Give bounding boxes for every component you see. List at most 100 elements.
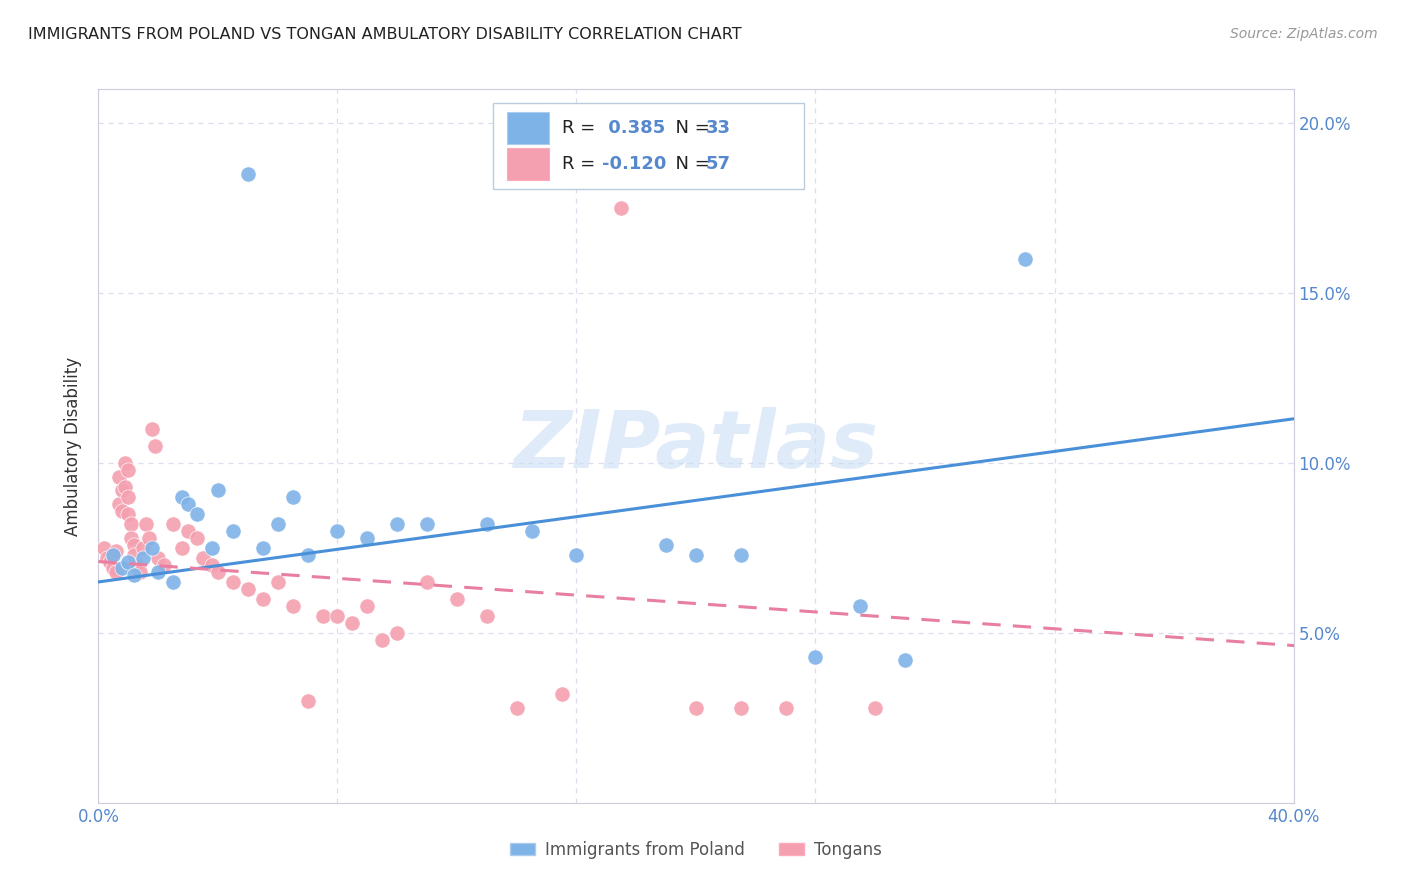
Text: -0.120: -0.120 <box>602 155 666 173</box>
Point <box>124 568 146 582</box>
Text: ZIPatlas: ZIPatlas <box>513 407 879 485</box>
Point <box>610 201 633 215</box>
Point <box>129 565 152 579</box>
Point <box>120 517 142 532</box>
Point <box>111 483 134 498</box>
Point <box>141 541 163 555</box>
Point <box>114 480 136 494</box>
Point <box>385 517 409 532</box>
Point <box>201 541 224 555</box>
Point <box>371 632 394 647</box>
Point <box>124 548 146 562</box>
FancyBboxPatch shape <box>508 148 548 180</box>
Point <box>252 541 274 555</box>
Point <box>730 700 752 714</box>
Point <box>475 517 498 532</box>
Point <box>550 687 572 701</box>
Point <box>685 700 707 714</box>
Point <box>148 565 170 579</box>
Point <box>385 626 409 640</box>
Point <box>191 551 214 566</box>
Point <box>117 507 139 521</box>
Point <box>775 700 797 714</box>
Point <box>207 565 229 579</box>
Point <box>655 537 678 551</box>
Point <box>143 439 166 453</box>
Point <box>117 463 139 477</box>
Text: R =: R = <box>562 120 602 137</box>
Point <box>105 544 128 558</box>
Point <box>111 503 134 517</box>
Point <box>177 524 200 538</box>
Point <box>117 490 139 504</box>
Point <box>148 551 170 566</box>
Text: N =: N = <box>664 120 716 137</box>
Point <box>326 608 349 623</box>
Point <box>108 497 131 511</box>
Point <box>342 615 364 630</box>
Point <box>446 591 468 606</box>
Point <box>894 653 917 667</box>
Point <box>236 582 259 596</box>
Text: IMMIGRANTS FROM POLAND VS TONGAN AMBULATORY DISABILITY CORRELATION CHART: IMMIGRANTS FROM POLAND VS TONGAN AMBULAT… <box>28 27 742 42</box>
Point <box>153 558 176 572</box>
Point <box>124 537 146 551</box>
Point <box>865 700 887 714</box>
Point <box>186 531 208 545</box>
Point <box>100 555 122 569</box>
Legend: Immigrants from Poland, Tongans: Immigrants from Poland, Tongans <box>503 835 889 866</box>
Point <box>177 497 200 511</box>
Point <box>172 541 194 555</box>
Point <box>108 469 131 483</box>
Point <box>132 551 155 566</box>
Point <box>685 548 707 562</box>
Text: 57: 57 <box>706 155 731 173</box>
FancyBboxPatch shape <box>494 103 804 189</box>
Point <box>186 507 208 521</box>
Point <box>120 531 142 545</box>
Point <box>730 548 752 562</box>
Point <box>201 558 224 572</box>
Point <box>162 574 184 589</box>
Point <box>416 517 439 532</box>
Point <box>103 548 125 562</box>
Point <box>520 524 543 538</box>
Point <box>103 561 125 575</box>
Point <box>849 599 872 613</box>
Y-axis label: Ambulatory Disability: Ambulatory Disability <box>65 357 83 535</box>
Point <box>326 524 349 538</box>
Point <box>1014 252 1036 266</box>
Text: R =: R = <box>562 155 602 173</box>
Point <box>114 456 136 470</box>
Point <box>267 574 290 589</box>
Point <box>172 490 194 504</box>
Point <box>222 524 245 538</box>
FancyBboxPatch shape <box>508 112 548 145</box>
Point <box>804 649 827 664</box>
Point <box>416 574 439 589</box>
Text: Source: ZipAtlas.com: Source: ZipAtlas.com <box>1230 27 1378 41</box>
Point <box>138 531 160 545</box>
Point <box>141 422 163 436</box>
Point <box>565 548 588 562</box>
Point <box>475 608 498 623</box>
Point <box>356 599 378 613</box>
Point <box>297 694 319 708</box>
Point <box>105 565 128 579</box>
Text: 0.385: 0.385 <box>602 120 665 137</box>
Point <box>281 490 304 504</box>
Point <box>356 531 378 545</box>
Point <box>117 555 139 569</box>
Point <box>93 541 115 555</box>
Point <box>207 483 229 498</box>
Point <box>311 608 333 623</box>
Point <box>222 574 245 589</box>
Point <box>236 167 259 181</box>
Point <box>127 558 149 572</box>
Point <box>96 551 118 566</box>
Point <box>506 700 529 714</box>
Point <box>132 541 155 555</box>
Text: 33: 33 <box>706 120 731 137</box>
Point <box>281 599 304 613</box>
Point <box>297 548 319 562</box>
